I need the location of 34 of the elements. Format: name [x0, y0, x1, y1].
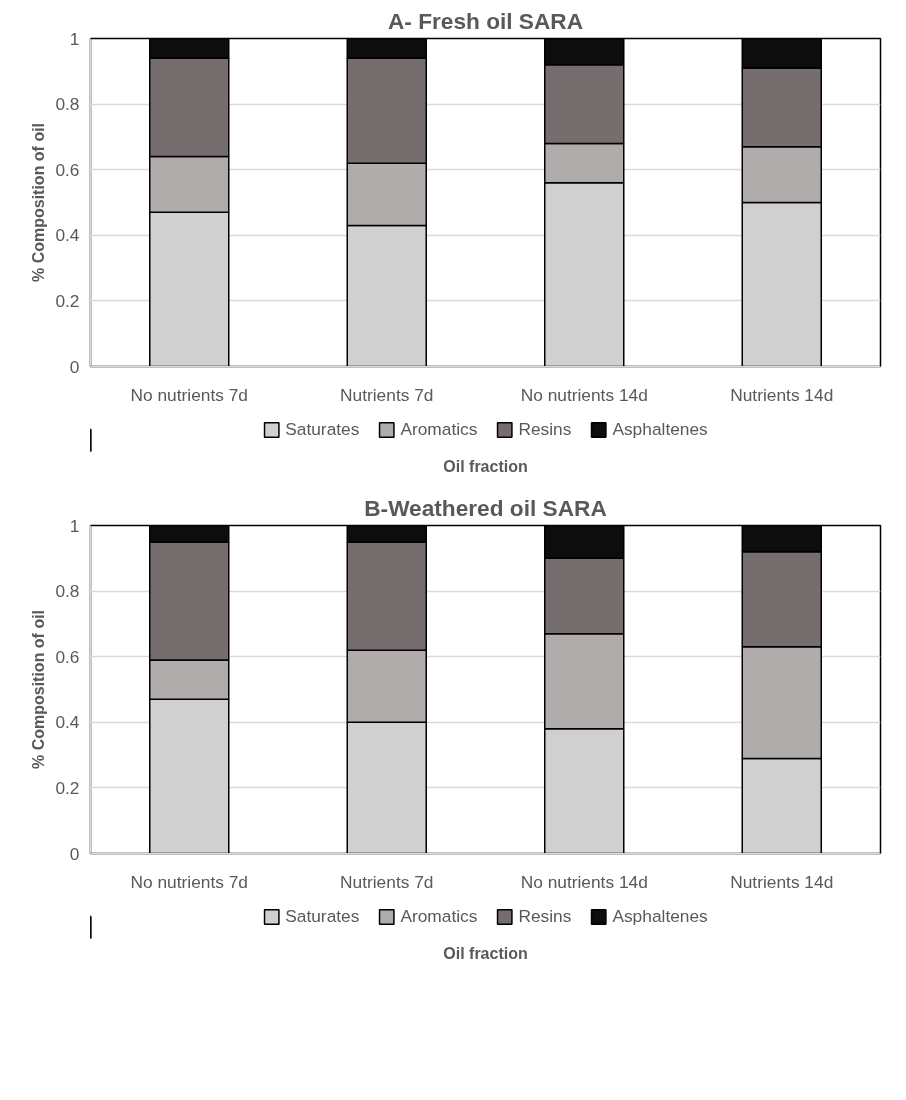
y-tick-label: 0.4	[55, 225, 80, 246]
y-tick-label: 0.8	[55, 581, 80, 602]
legend-label: Asphaltenes	[612, 905, 708, 927]
y-tick-label: 1	[69, 28, 80, 49]
chart-title: B-Weathered oil SARA	[364, 494, 607, 521]
legend-label: Asphaltenes	[612, 418, 708, 440]
y-tick-label: 0.2	[55, 777, 80, 798]
x-tick-label: Nutrients 7d	[340, 384, 434, 405]
x-tick-label: No nutrients 14d	[520, 871, 648, 892]
legend-label: Aromatics	[400, 905, 478, 927]
legend-label: Saturates	[285, 418, 360, 440]
legend-label: Aromatics	[400, 418, 478, 440]
x-tick-label: Nutrients 14d	[730, 871, 834, 892]
y-tick-label: 0.8	[55, 94, 80, 115]
chart-title: A- Fresh oil SARA	[387, 7, 584, 34]
x-tick-label: No nutrients 7d	[130, 871, 249, 892]
legend-label: Resins	[518, 905, 572, 927]
x-axis-title: Oil fraction	[443, 457, 528, 475]
y-tick-label: 1	[69, 515, 80, 536]
legend-label: Saturates	[285, 905, 360, 927]
x-tick-label: No nutrients 14d	[520, 384, 648, 405]
legend-label: Resins	[518, 418, 572, 440]
y-axis-title: % Composition of oil	[30, 122, 48, 283]
y-tick-label: 0	[69, 356, 80, 377]
y-tick-label: 0.4	[55, 712, 80, 733]
y-tick-label: 0	[69, 843, 80, 864]
y-tick-label: 0.6	[55, 159, 80, 180]
x-axis-title: Oil fraction	[443, 944, 528, 962]
y-tick-label: 0.2	[55, 290, 80, 311]
x-tick-label: No nutrients 7d	[130, 384, 249, 405]
y-tick-label: 0.6	[55, 646, 80, 667]
x-tick-label: Nutrients 14d	[730, 384, 834, 405]
y-axis-title: % Composition of oil	[30, 609, 48, 770]
x-tick-label: Nutrients 7d	[340, 871, 434, 892]
